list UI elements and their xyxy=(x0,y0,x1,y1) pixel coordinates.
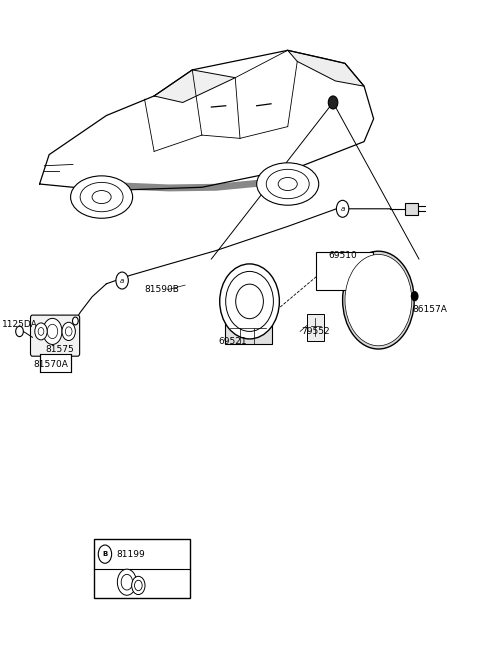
Circle shape xyxy=(117,569,136,595)
Circle shape xyxy=(134,580,142,591)
Text: 81570A: 81570A xyxy=(34,360,69,369)
Circle shape xyxy=(16,326,24,337)
Circle shape xyxy=(132,576,145,595)
Circle shape xyxy=(336,200,349,217)
Circle shape xyxy=(43,318,62,345)
Circle shape xyxy=(328,96,338,109)
Text: 81575: 81575 xyxy=(46,345,74,354)
FancyBboxPatch shape xyxy=(40,354,71,372)
FancyBboxPatch shape xyxy=(95,540,190,598)
Text: a: a xyxy=(340,206,345,212)
Ellipse shape xyxy=(80,182,123,212)
Text: 79552: 79552 xyxy=(301,327,330,336)
FancyBboxPatch shape xyxy=(405,203,418,215)
Ellipse shape xyxy=(278,178,297,191)
Text: 1125DA: 1125DA xyxy=(2,320,37,329)
FancyBboxPatch shape xyxy=(316,252,372,290)
Ellipse shape xyxy=(220,264,279,339)
Circle shape xyxy=(62,322,75,341)
FancyBboxPatch shape xyxy=(31,315,80,356)
FancyBboxPatch shape xyxy=(225,308,273,344)
Circle shape xyxy=(98,545,112,563)
Ellipse shape xyxy=(71,176,132,218)
Ellipse shape xyxy=(226,271,274,331)
Circle shape xyxy=(345,254,412,346)
Polygon shape xyxy=(288,50,364,86)
Circle shape xyxy=(47,324,58,339)
Ellipse shape xyxy=(92,191,111,204)
Text: 81199: 81199 xyxy=(116,550,144,559)
FancyBboxPatch shape xyxy=(307,314,324,341)
Text: B: B xyxy=(102,551,108,557)
Text: a: a xyxy=(120,278,124,284)
Text: 69510: 69510 xyxy=(328,252,357,260)
Circle shape xyxy=(121,574,132,590)
Circle shape xyxy=(116,272,128,289)
Text: 86157A: 86157A xyxy=(413,305,448,314)
Circle shape xyxy=(411,291,418,301)
Ellipse shape xyxy=(257,163,319,205)
Circle shape xyxy=(38,328,44,335)
Circle shape xyxy=(65,327,72,336)
Polygon shape xyxy=(154,70,235,102)
Text: 81590B: 81590B xyxy=(144,285,180,294)
Circle shape xyxy=(35,323,47,340)
Ellipse shape xyxy=(236,284,264,319)
Ellipse shape xyxy=(266,170,309,198)
Circle shape xyxy=(343,251,414,349)
Circle shape xyxy=(72,317,78,325)
Text: 69521: 69521 xyxy=(218,337,247,346)
